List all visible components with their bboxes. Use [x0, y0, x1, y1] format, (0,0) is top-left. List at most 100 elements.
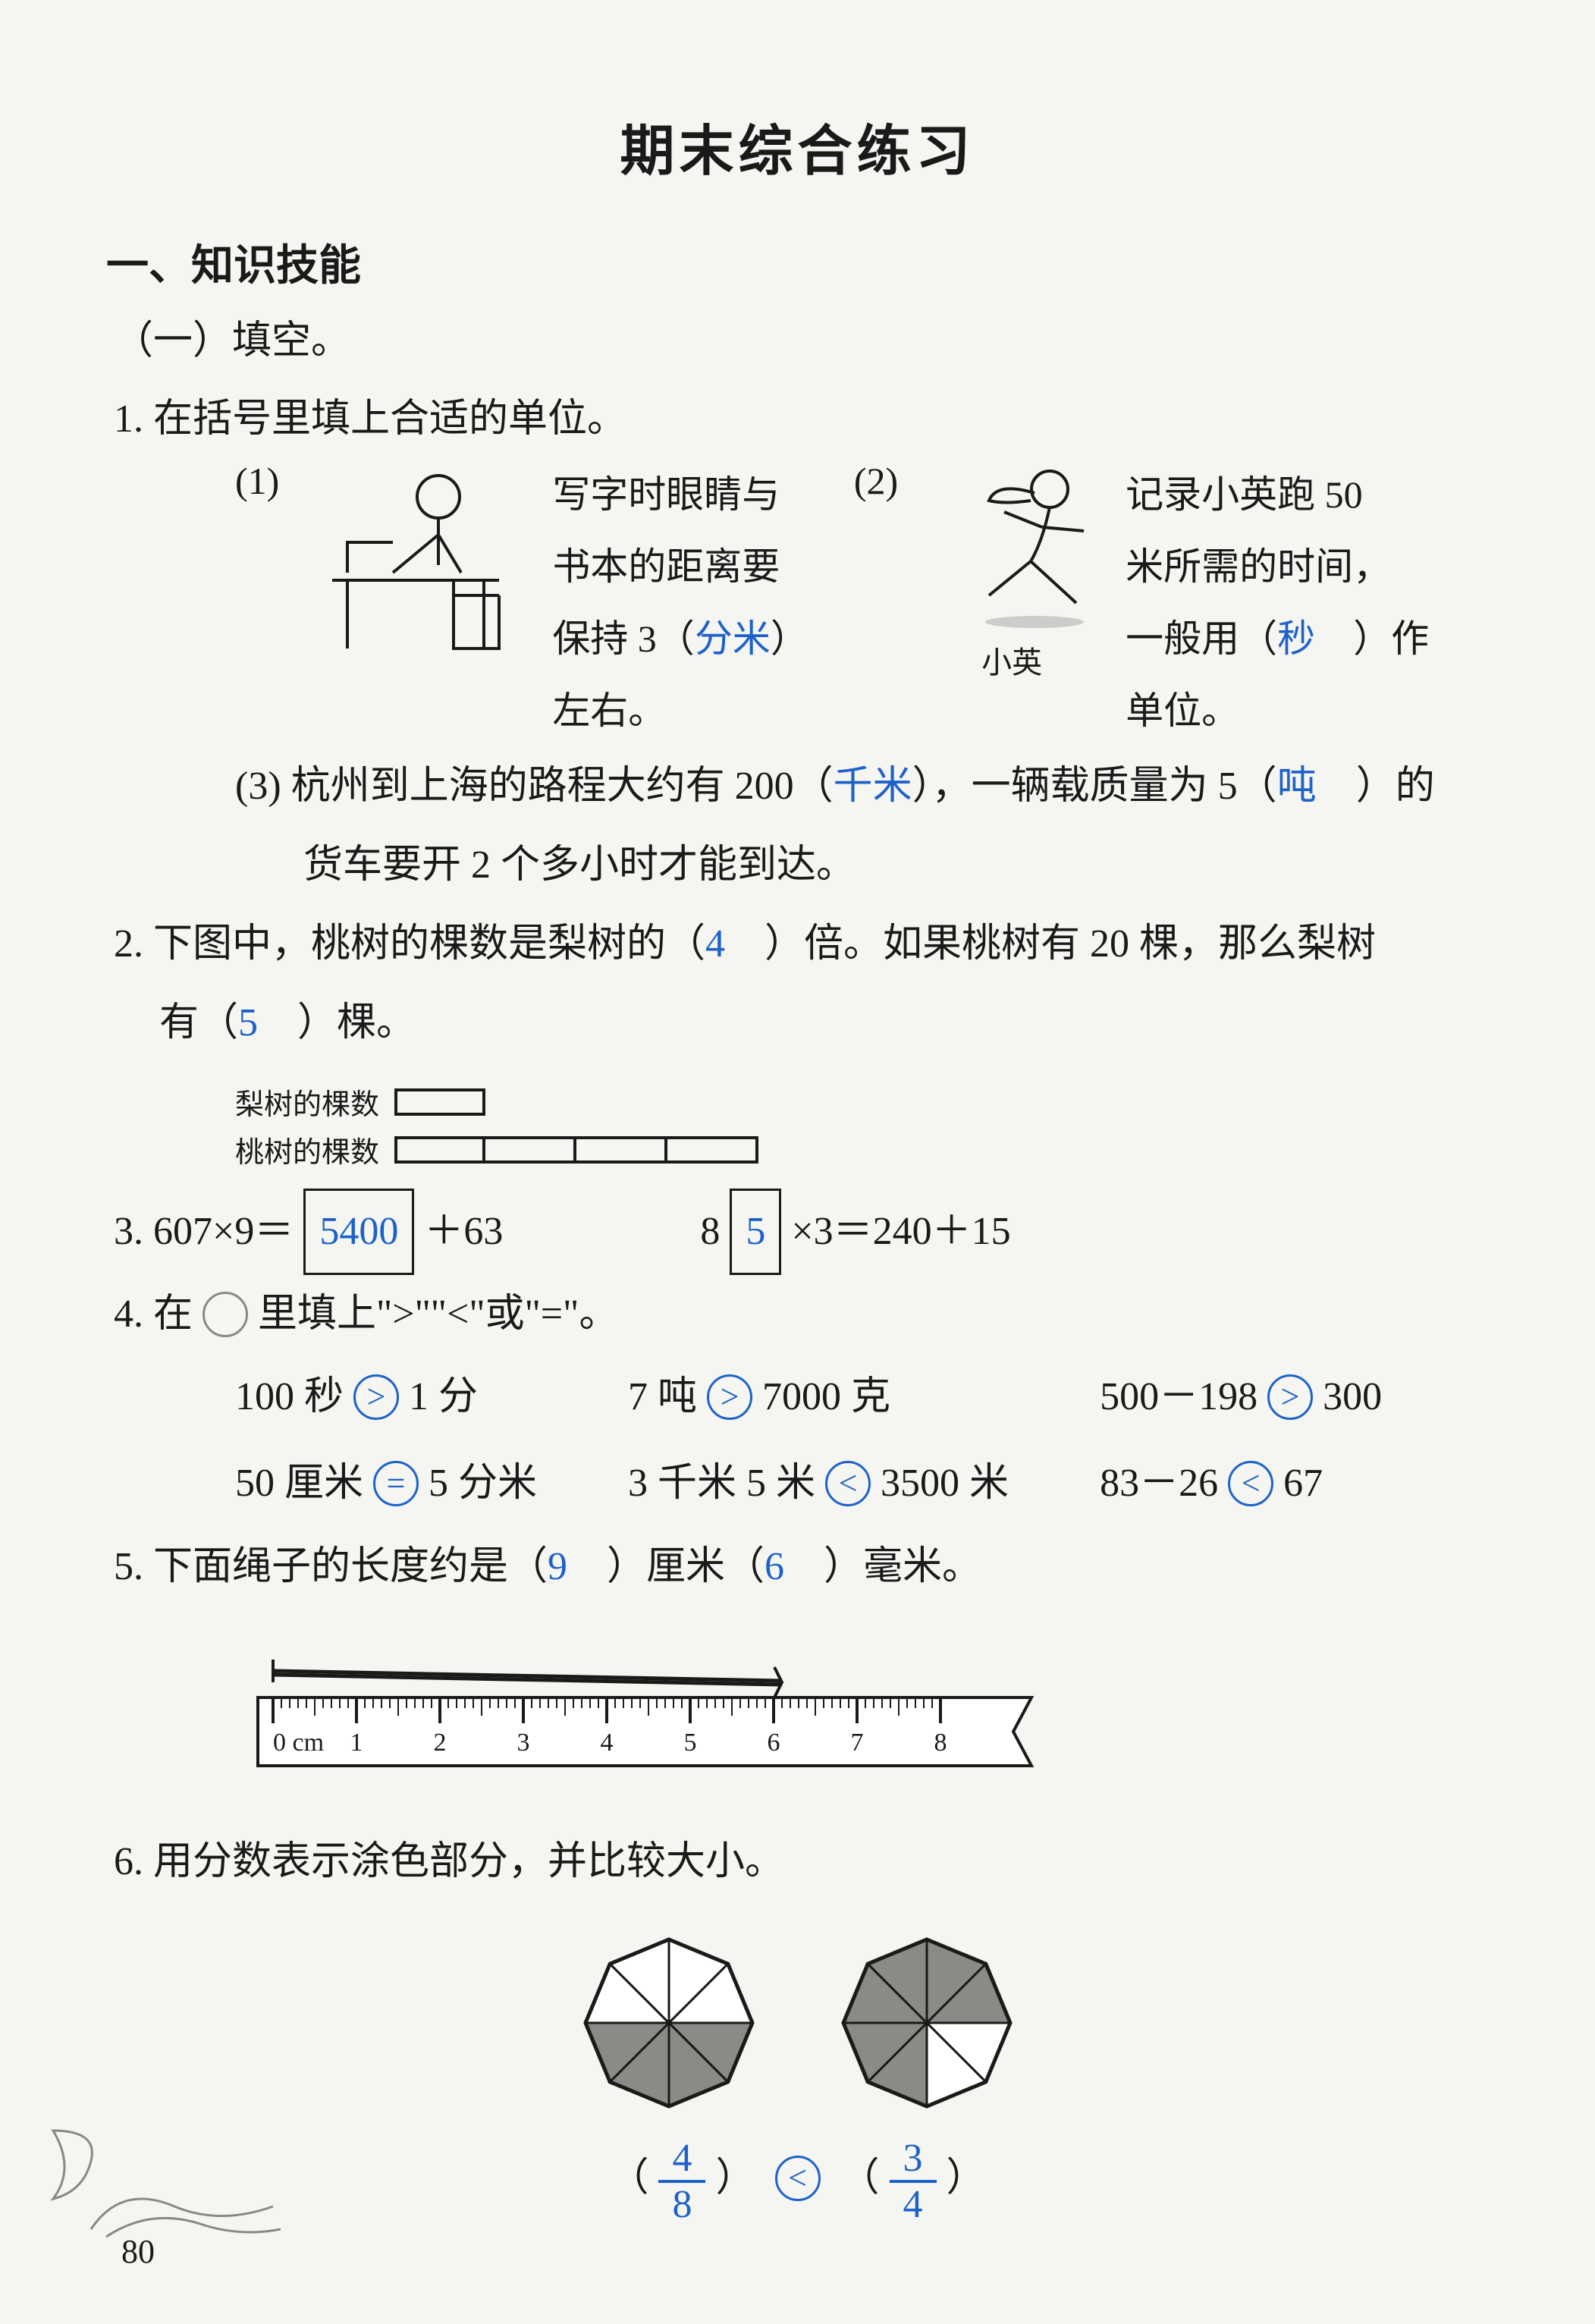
q4-r1c1-a: 100 秒: [235, 1375, 344, 1418]
q1-p2-num: (2): [854, 459, 898, 503]
page-title: 期末综合练习: [106, 106, 1489, 186]
q3-left: 3. 607×9＝ 5400 ＋63: [114, 1189, 503, 1275]
q4-stem: 4. 在 里填上">""<"或"="。: [114, 1275, 1489, 1354]
q1-p2-l3b: ）作: [1315, 617, 1429, 660]
svg-text:7: 7: [851, 1729, 864, 1757]
subsection-heading: （一）填空。: [114, 308, 1489, 365]
q1-p3-ans1: 千米: [834, 765, 912, 808]
q5-stem: 5. 下面绳子的长度约是（9 ）厘米（6 ）毫米。: [114, 1528, 1489, 1606]
q5-ans2: 6: [765, 1545, 784, 1588]
q4-r1c1: 100 秒 > 1 分: [235, 1354, 537, 1440]
q4-r1c3-b: 300: [1323, 1375, 1382, 1418]
q4-r2c1-op: =: [373, 1461, 419, 1506]
svg-text:8: 8: [934, 1729, 947, 1757]
q1-p3-c: ）的: [1317, 765, 1435, 808]
q4-r2c3-a: 83－26: [1100, 1462, 1218, 1505]
page-number: 80: [121, 2232, 155, 2271]
q4-r2c2: 3 千米 5 米 < 3500 米: [628, 1440, 1009, 1527]
q4-r2c2-op: <: [825, 1461, 871, 1506]
q1-stem: 1. 在括号里填上合适的单位。: [114, 380, 1489, 459]
q6-compare: （ 48 ） < （ 34 ）: [106, 2137, 1489, 2226]
q1-p2-l3a: 一般用（: [1126, 617, 1277, 660]
q1-p1-text: 写字时眼睛与 书本的距离要 保持 3（分米） 左右。: [552, 459, 808, 747]
worksheet-page: 期末综合练习 一、知识技能 （一）填空。 1. 在括号里填上合适的单位。 (1): [0, 0, 1595, 2324]
q6-octagons: [106, 1924, 1489, 2121]
q4-r2c1: 50 厘米 = 5 分米: [235, 1440, 537, 1527]
svg-text:5: 5: [684, 1729, 697, 1757]
q3-right: 8 5 ×3＝240＋15: [700, 1189, 1010, 1275]
q3-b: ＋63: [424, 1210, 503, 1253]
q4-r2c2-b: 3500 米: [881, 1462, 1009, 1505]
q5-c: ）毫米。: [784, 1545, 981, 1588]
q1-p1-answer: 分米: [695, 617, 771, 660]
svg-text:4: 4: [601, 1729, 614, 1757]
q4-r2c1-b: 5 分米: [429, 1462, 537, 1505]
q2-ans2: 5: [238, 1001, 258, 1044]
svg-text:0 cm: 0 cm: [273, 1729, 324, 1757]
q4-grid: 100 秒 > 1 分 50 厘米 = 5 分米 7 吨 > 7000 克 3 …: [235, 1354, 1489, 1528]
q3-box2: 5: [730, 1189, 781, 1275]
q3-c: 8: [700, 1210, 720, 1253]
svg-text:2: 2: [434, 1729, 447, 1757]
q2-bar-diagram: 梨树的棵数桃树的棵数: [235, 1081, 1489, 1170]
q3-box1: 5400: [303, 1189, 414, 1275]
q4-col2: 7 吨 > 7000 克 3 千米 5 米 < 3500 米: [628, 1354, 1009, 1528]
q6-f1-den: 8: [658, 2183, 705, 2226]
q1-p2-l1: 记录小英跑 50: [1126, 473, 1363, 516]
section-heading: 一、知识技能: [106, 231, 1489, 293]
q6-lp2: （: [840, 2156, 880, 2200]
q4-stem-b: 里填上">""<"或"="。: [258, 1292, 618, 1336]
q2-b: ）倍。如果桃树有 20 棵，那么梨树: [725, 922, 1376, 966]
q1-p3-b: ），一辆载质量为 5（: [912, 765, 1277, 808]
q4-r2c2-a: 3 千米 5 米: [628, 1462, 815, 1505]
q4-col1: 100 秒 > 1 分 50 厘米 = 5 分米: [235, 1354, 537, 1528]
q4-r2c1-a: 50 厘米: [235, 1462, 363, 1505]
q6-rp1: ）: [715, 2156, 755, 2200]
q6-f2-den: 4: [890, 2183, 937, 2226]
q4-r1c3-a: 500－198: [1100, 1375, 1257, 1418]
q1-p1-num: (1): [235, 459, 279, 503]
q4-r1c1-op: >: [353, 1374, 399, 1420]
q2-c: 有（: [159, 1001, 238, 1044]
svg-text:6: 6: [768, 1729, 780, 1757]
svg-text:1: 1: [350, 1729, 363, 1757]
q6-rp2: ）: [947, 2156, 986, 2200]
q4-r1c2: 7 吨 > 7000 克: [628, 1354, 1009, 1440]
q1-p2-answer: 秒: [1277, 617, 1315, 660]
corner-decoration-icon: [46, 2123, 288, 2248]
q6-stem: 6. 用分数表示涂色部分，并比较大小。: [114, 1823, 1489, 1902]
q1-p1-l3b: ）: [771, 617, 808, 660]
octagon-1: [570, 1924, 768, 2121]
q2-a: 2. 下图中，桃树的棵数是梨树的（: [114, 922, 705, 966]
q2-line1: 2. 下图中，桃树的棵数是梨树的（4 ）倍。如果桃树有 20 棵，那么梨树: [114, 905, 1489, 984]
q1-part3-line1: (3) 杭州到上海的路程大约有 200（千米），一辆载质量为 5（吨 ）的: [235, 747, 1489, 826]
q5-a: 5. 下面绳子的长度约是（: [114, 1545, 548, 1588]
q6-f2-num: 3: [890, 2137, 937, 2183]
octagon-2: [828, 1924, 1025, 2121]
running-girl-icon: [921, 459, 1148, 633]
q6-frac1: 48: [658, 2137, 705, 2226]
q1-p1-l1: 写字时眼睛与: [552, 473, 780, 516]
q1-p3-num: (3): [235, 765, 281, 808]
q1-p3-a: 杭州到上海的路程大约有 200（: [281, 765, 834, 808]
q3-a: 3. 607×9＝: [114, 1210, 294, 1253]
q4-r1c3-op: >: [1267, 1374, 1313, 1420]
q6-lp1: （: [609, 2156, 648, 2200]
q1-part1: (1) 写字时眼睛与 书本的距离要 保持 3（分米） 左右。: [235, 459, 808, 747]
q4-r1c3: 500－198 > 300: [1100, 1354, 1382, 1440]
svg-text:3: 3: [517, 1729, 530, 1757]
q4-r1c1-b: 1 分: [409, 1375, 478, 1418]
q3-row: 3. 607×9＝ 5400 ＋63 8 5 ×3＝240＋15: [114, 1189, 1489, 1275]
q1-p3-ans2: 吨: [1277, 765, 1317, 808]
q1-p1-l2: 书本的距离要: [552, 545, 780, 588]
q2-d: ）棵。: [258, 1001, 416, 1044]
q2-ans1: 4: [705, 922, 725, 966]
q4-stem-a: 4. 在: [114, 1292, 193, 1336]
q4-r2c3: 83－26 < 67: [1100, 1440, 1382, 1527]
q1-p2-text: 记录小英跑 50 米所需的时间， 一般用（秒 ）作 单位。: [1126, 459, 1429, 747]
q5-ans1: 9: [548, 1545, 567, 1588]
q4-r1c2-a: 7 吨: [628, 1375, 697, 1418]
q4-r1c2-b: 7000 克: [762, 1375, 890, 1418]
q1-p2-caption: 小英: [921, 638, 1103, 682]
q1-p1-l3a: 保持 3（: [552, 617, 695, 660]
